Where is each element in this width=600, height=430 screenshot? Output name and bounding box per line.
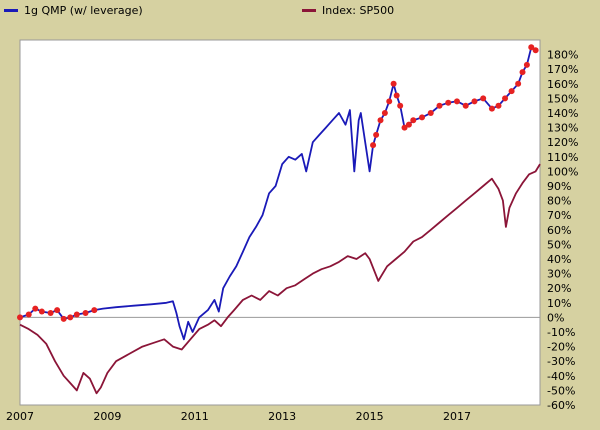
index-line (19, 163, 541, 395)
strategy-marker (419, 114, 426, 121)
y-tick-label: 180% (547, 49, 578, 62)
y-tick-label: 90% (547, 180, 571, 193)
y-tick-label: 10% (547, 297, 571, 310)
strategy-marker (508, 88, 515, 95)
strategy-marker (386, 98, 393, 105)
y-tick-label: 170% (547, 63, 578, 76)
strategy-marker (495, 102, 502, 109)
strategy-marker (453, 98, 460, 105)
x-tick-label: 2011 (181, 410, 209, 423)
y-tick-label: 30% (547, 268, 571, 281)
y-tick-label: -10% (547, 326, 575, 339)
y-tick-label: 80% (547, 195, 571, 208)
strategy-marker (523, 61, 530, 68)
strategy-marker (397, 102, 404, 109)
y-tick-label: 150% (547, 92, 578, 105)
y-tick-label: 110% (547, 151, 578, 164)
strategy-marker (60, 315, 67, 322)
strategy-marker (405, 121, 412, 128)
strategy-marker (67, 314, 74, 321)
y-tick-label: -40% (547, 370, 575, 383)
strategy-marker (47, 310, 54, 317)
x-tick-label: 2007 (6, 410, 34, 423)
y-tick-label: 60% (547, 224, 571, 237)
strategy-marker (488, 105, 495, 112)
strategy-marker (82, 310, 89, 317)
strategy-marker (410, 117, 417, 124)
strategy-marker (377, 117, 384, 124)
legend-item-index: Index: SP500 (302, 4, 394, 17)
strategy-marker (91, 307, 98, 314)
strategy-marker (390, 80, 397, 87)
y-tick-label: 20% (547, 282, 571, 295)
strategy-marker (480, 95, 487, 102)
strategy-marker (471, 98, 478, 105)
strategy-marker (436, 102, 443, 109)
legend-swatch-index (302, 9, 316, 12)
x-tick-label: 2013 (268, 410, 296, 423)
strategy-marker (73, 311, 80, 318)
x-tick-label: 2015 (356, 410, 384, 423)
y-tick-label: -60% (547, 399, 575, 412)
strategy-marker (515, 80, 522, 87)
y-tick-label: -30% (547, 355, 575, 368)
strategy-marker (462, 102, 469, 109)
strategy-marker (381, 110, 388, 116)
x-tick-label: 2009 (93, 410, 121, 423)
strategy-marker (54, 307, 61, 314)
y-tick-label: 70% (547, 209, 571, 222)
strategy-marker (532, 47, 539, 54)
strategy-marker (25, 311, 32, 318)
y-tick-label: -20% (547, 341, 575, 354)
strategy-marker (519, 69, 526, 76)
legend-label-index: Index: SP500 (322, 4, 395, 17)
strategy-marker (445, 99, 452, 106)
y-tick-label: 0% (547, 311, 564, 324)
y-tick-label: 160% (547, 78, 578, 91)
strategy-marker (502, 95, 509, 102)
strategy-marker (370, 142, 377, 149)
y-tick-label: 100% (547, 165, 578, 178)
y-tick-label: -50% (547, 384, 575, 397)
strategy-marker (32, 305, 39, 312)
plot-area (19, 39, 541, 406)
y-tick-label: 130% (547, 122, 578, 135)
legend-label-strategy: 1g QMP (w/ leverage) (24, 4, 143, 17)
strategy-marker (17, 314, 23, 321)
strategy-marker (427, 110, 434, 116)
legend-swatch-strategy (4, 9, 18, 12)
strategy-marker (528, 44, 535, 51)
legend-item-strategy: 1g QMP (w/ leverage) (4, 4, 143, 17)
y-tick-label: 140% (547, 107, 578, 120)
x-tick-label: 2017 (443, 410, 471, 423)
strategy-marker (38, 308, 45, 315)
y-tick-label: 120% (547, 136, 578, 149)
legend: 1g QMP (w/ leverage) Index: SP500 (0, 0, 600, 22)
y-tick-label: 50% (547, 238, 571, 251)
strategy-marker (393, 92, 400, 99)
strategy-marker (401, 124, 408, 131)
strategy-marker (373, 131, 380, 138)
y-tick-label: 40% (547, 253, 571, 266)
